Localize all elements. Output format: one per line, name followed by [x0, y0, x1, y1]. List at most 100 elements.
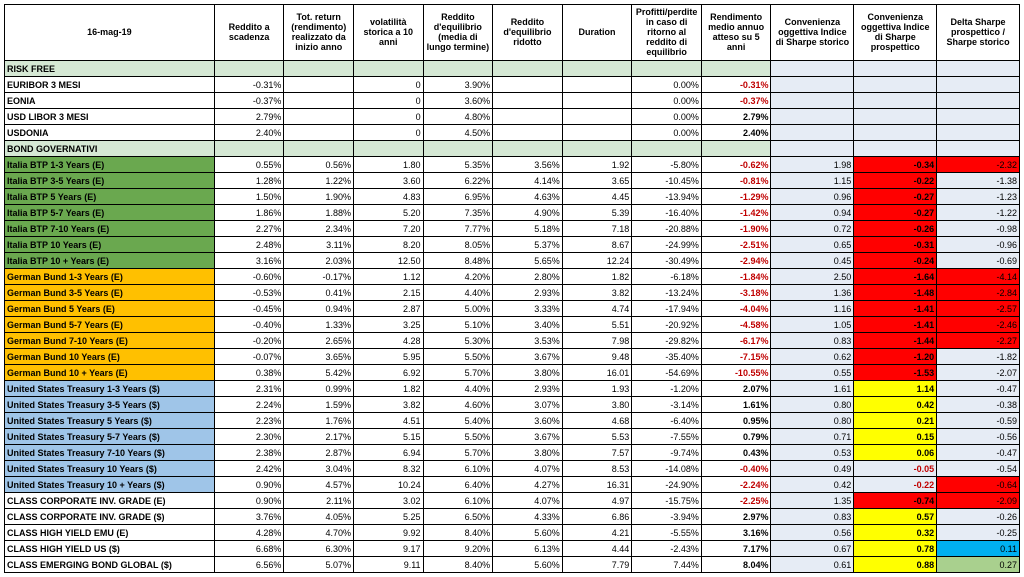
- cell: 3.65: [562, 173, 632, 189]
- cell: 4.70%: [284, 525, 354, 541]
- cell: 3.16%: [701, 525, 771, 541]
- cell: [937, 77, 1020, 93]
- table-row: German Bund 3-5 Years (E)-0.53%0.41%2.15…: [5, 285, 1020, 301]
- cell: 5.39: [562, 205, 632, 221]
- cell: 1.82: [562, 269, 632, 285]
- row-label: United States Treasury 5 Years ($): [5, 413, 215, 429]
- cell: 5.53: [562, 429, 632, 445]
- cell: 8.05%: [423, 237, 493, 253]
- cell: 0.71: [771, 429, 854, 445]
- table-row: CLASS HIGH YIELD US ($)6.68%6.30%9.179.2…: [5, 541, 1020, 557]
- cell: 5.00%: [423, 301, 493, 317]
- cell: 0: [354, 125, 424, 141]
- table-row: Italia BTP 10 + Years (E)3.16%2.03%12.50…: [5, 253, 1020, 269]
- cell: -0.24: [854, 253, 937, 269]
- cell: 1.33%: [284, 317, 354, 333]
- cell: -1.22: [937, 205, 1020, 221]
- cell: 5.70%: [423, 365, 493, 381]
- row-label: United States Treasury 7-10 Years ($): [5, 445, 215, 461]
- cell: 1.61%: [701, 397, 771, 413]
- cell: -30.49%: [632, 253, 702, 269]
- cell: 6.92: [354, 365, 424, 381]
- cell: 0.65: [771, 237, 854, 253]
- cell: 4.05%: [284, 509, 354, 525]
- cell: -6.17%: [701, 333, 771, 349]
- cell: 4.07%: [493, 493, 563, 509]
- col-header: Convenienza oggettiva Indice di Sharpe p…: [854, 5, 937, 61]
- cell: -0.26: [854, 221, 937, 237]
- cell: 8.04%: [701, 557, 771, 573]
- cell: -0.53%: [214, 285, 284, 301]
- cell: -0.56: [937, 429, 1020, 445]
- cell: 5.10%: [423, 317, 493, 333]
- cell: -0.38: [937, 397, 1020, 413]
- cell: 1.36: [771, 285, 854, 301]
- cell: 9.48: [562, 349, 632, 365]
- cell: -16.40%: [632, 205, 702, 221]
- table-row: German Bund 1-3 Years (E)-0.60%-0.17%1.1…: [5, 269, 1020, 285]
- cell: -1.23: [937, 189, 1020, 205]
- cell: 6.22%: [423, 173, 493, 189]
- cell: 8.48%: [423, 253, 493, 269]
- cell: [854, 125, 937, 141]
- cell: [854, 77, 937, 93]
- row-label: EURIBOR 3 MESI: [5, 77, 215, 93]
- cell: 5.15: [354, 429, 424, 445]
- cell: 4.45: [562, 189, 632, 205]
- cell: 0.00%: [632, 125, 702, 141]
- cell: 0.41%: [284, 285, 354, 301]
- cell: 0.11: [937, 541, 1020, 557]
- cell: 1.90%: [284, 189, 354, 205]
- row-label: CLASS HIGH YIELD US ($): [5, 541, 215, 557]
- cell: 0.55%: [214, 157, 284, 173]
- cell: [284, 109, 354, 125]
- cell: 1.93: [562, 381, 632, 397]
- cell: 4.74: [562, 301, 632, 317]
- cell: 2.97%: [701, 509, 771, 525]
- cell: 4.27%: [493, 477, 563, 493]
- cell: 3.80: [562, 397, 632, 413]
- cell: -0.62%: [701, 157, 771, 173]
- cell: -0.31%: [214, 77, 284, 93]
- cell: 5.60%: [493, 557, 563, 573]
- cell: 3.60: [354, 173, 424, 189]
- cell: 3.82: [354, 397, 424, 413]
- cell: -0.07%: [214, 349, 284, 365]
- cell: 0: [354, 93, 424, 109]
- cell: -1.48: [854, 285, 937, 301]
- cell: 4.40%: [423, 285, 493, 301]
- row-label: German Bund 7-10 Years (E): [5, 333, 215, 349]
- cell: 0.53: [771, 445, 854, 461]
- row-label: CLASS CORPORATE INV. GRADE ($): [5, 509, 215, 525]
- cell: 2.87: [354, 301, 424, 317]
- row-label: Italia BTP 10 Years (E): [5, 237, 215, 253]
- cell: 0.27: [937, 557, 1020, 573]
- cell: -0.69: [937, 253, 1020, 269]
- cell: 0.06: [854, 445, 937, 461]
- row-label: CLASS HIGH YIELD EMU (E): [5, 525, 215, 541]
- cell: 3.16%: [214, 253, 284, 269]
- cell: 1.86%: [214, 205, 284, 221]
- cell: -0.37%: [701, 93, 771, 109]
- cell: -15.75%: [632, 493, 702, 509]
- cell: -24.99%: [632, 237, 702, 253]
- cell: 2.50: [771, 269, 854, 285]
- cell: 3.53%: [493, 333, 563, 349]
- cell: -24.90%: [632, 477, 702, 493]
- cell: -0.17%: [284, 269, 354, 285]
- cell: 5.65%: [493, 253, 563, 269]
- cell: [937, 109, 1020, 125]
- section-label: BOND GOVERNATIVI: [5, 141, 215, 157]
- cell: 5.37%: [493, 237, 563, 253]
- cell: 3.67%: [493, 349, 563, 365]
- cell: 8.67: [562, 237, 632, 253]
- cell: -9.74%: [632, 445, 702, 461]
- cell: [284, 93, 354, 109]
- cell: 5.35%: [423, 157, 493, 173]
- cell: 7.20: [354, 221, 424, 237]
- cell: 2.23%: [214, 413, 284, 429]
- cell: -0.40%: [214, 317, 284, 333]
- cell: 5.20: [354, 205, 424, 221]
- table-row: United States Treasury 3-5 Years ($)2.24…: [5, 397, 1020, 413]
- cell: 0.90%: [214, 477, 284, 493]
